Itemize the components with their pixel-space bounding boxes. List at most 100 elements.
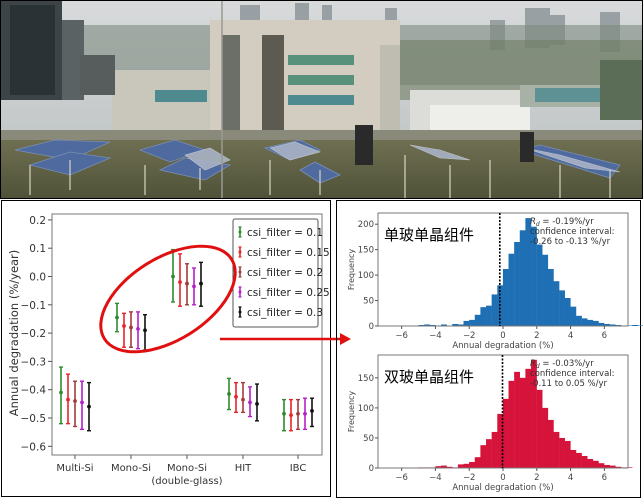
x-tick-label: 6 (602, 473, 607, 483)
annual-degradation-panel (1, 200, 331, 497)
histogram-bar (525, 368, 532, 468)
errorbar (129, 311, 133, 348)
legend-item: csi_filter = 0.3 (238, 306, 323, 319)
legend-item: csi_filter = 0.15 (238, 246, 330, 259)
histogram-bar (559, 437, 565, 468)
x-tick-label: −4 (429, 473, 442, 483)
x-tick-label: Mono-Si (167, 463, 207, 474)
errorbar (255, 383, 259, 422)
histogram-bar (514, 371, 520, 468)
histogram-bar (604, 464, 610, 468)
x-axis-label: Annual degradation (%) (452, 341, 553, 351)
x-tick-label: 0 (500, 331, 505, 341)
errorbar (80, 380, 84, 431)
highlight-ellipse (99, 244, 237, 354)
x-tick-label: Multi-Si (56, 463, 93, 474)
x-tick-label: −2 (463, 473, 476, 483)
confidence-interval-label: confidence interval: (530, 227, 615, 237)
legend-item: csi_filter = 0.1 (238, 226, 323, 239)
legend-label: csi_filter = 0.2 (247, 267, 323, 279)
histogram-bar (609, 324, 616, 326)
y-axis-label: Frequency (347, 249, 356, 291)
histogram-bar (424, 324, 430, 326)
confidence-interval-label: confidence interval: (530, 369, 615, 379)
y-tick-label: 0 (369, 322, 374, 332)
histogram-bar (536, 244, 543, 326)
histogram-bar (598, 463, 605, 468)
histogram-bar (463, 320, 470, 326)
errorbar (227, 377, 231, 411)
histogram-bar (531, 226, 537, 326)
histogram-bar (542, 407, 549, 468)
legend-item: csi_filter = 0.25 (238, 286, 330, 299)
errorbar (310, 397, 314, 428)
histogram-title-double-glass: 双玻单晶组件 (384, 368, 475, 386)
histogram-bar (542, 254, 549, 326)
histogram-bar (457, 464, 464, 468)
histogram-bar (525, 218, 532, 326)
errorbar (73, 380, 77, 428)
histogram-bar (581, 455, 588, 468)
y-tick-label: 150 (358, 374, 374, 384)
errorbar (248, 386, 252, 418)
histogram-bar (615, 466, 622, 468)
y-tick-label: −0.6 (21, 441, 47, 453)
x-tick-label: −2 (463, 331, 476, 341)
histogram-bar (587, 319, 594, 326)
histogram-bar (474, 314, 481, 326)
histogram-bar (480, 307, 487, 326)
x-tick-label: 2 (534, 331, 539, 341)
histogram-bar (592, 460, 599, 468)
x-tick-label: 4 (568, 473, 573, 483)
histogram-bar (553, 431, 560, 468)
histogram-bar (637, 325, 643, 326)
x-tick-label: 0 (500, 473, 505, 483)
histogram-bar (457, 324, 464, 326)
histogram-bar (559, 290, 565, 326)
histogram-bar (547, 268, 554, 326)
y-tick-label: 0.0 (29, 272, 46, 284)
y-tick-label: 0.1 (29, 243, 46, 255)
histogram-bar (486, 439, 492, 468)
histogram-bar (570, 306, 577, 326)
y-tick-label: 100 (358, 404, 374, 414)
confidence-interval-value: -0.26 to -0.13 %/yr (530, 237, 611, 247)
errorbar (241, 381, 245, 414)
histogram-bar (615, 324, 622, 326)
histogram-bar (474, 457, 481, 468)
histogram-bar (570, 449, 577, 468)
errorbar (185, 263, 189, 306)
errorbar (59, 366, 63, 425)
histogram-bar (469, 319, 475, 326)
y-tick-label: −0.3 (21, 356, 47, 368)
histogram-bar (587, 458, 594, 468)
y-tick-label: 150 (358, 246, 374, 256)
histogram-bar (564, 440, 571, 468)
x-tick-label: −6 (395, 473, 408, 483)
histogram-panel (336, 200, 641, 498)
errorbar (192, 267, 196, 306)
histogram-bar (491, 431, 498, 468)
y-axis-label: Frequency (347, 391, 356, 433)
errorbar (66, 373, 70, 425)
y-tick-label: 100 (358, 271, 374, 281)
errorbar (234, 381, 238, 414)
rd-annotation: Rd = -0.03%/yr (530, 359, 594, 370)
histogram-bar (502, 398, 509, 468)
x-tick-label: IBC (290, 463, 307, 474)
x-tick-label: Mono-Si (111, 463, 151, 474)
histogram-bar (626, 325, 633, 326)
histogram-bar (452, 323, 459, 326)
histogram-bar (531, 359, 537, 468)
legend-label: csi_filter = 0.15 (247, 247, 330, 259)
y-tick-label: 200 (358, 220, 374, 230)
histogram-single-glass: −6 −4 −2 0 2 4 6 0 50 100 150 200 Annual degradation… (347, 212, 643, 351)
x-tick-label: 6 (602, 331, 607, 341)
histogram-bar (519, 230, 526, 326)
y-tick-label: 0.2 (29, 215, 46, 227)
histogram-bar (592, 320, 599, 326)
histogram-bar (446, 466, 453, 468)
histogram-bar (429, 324, 436, 326)
